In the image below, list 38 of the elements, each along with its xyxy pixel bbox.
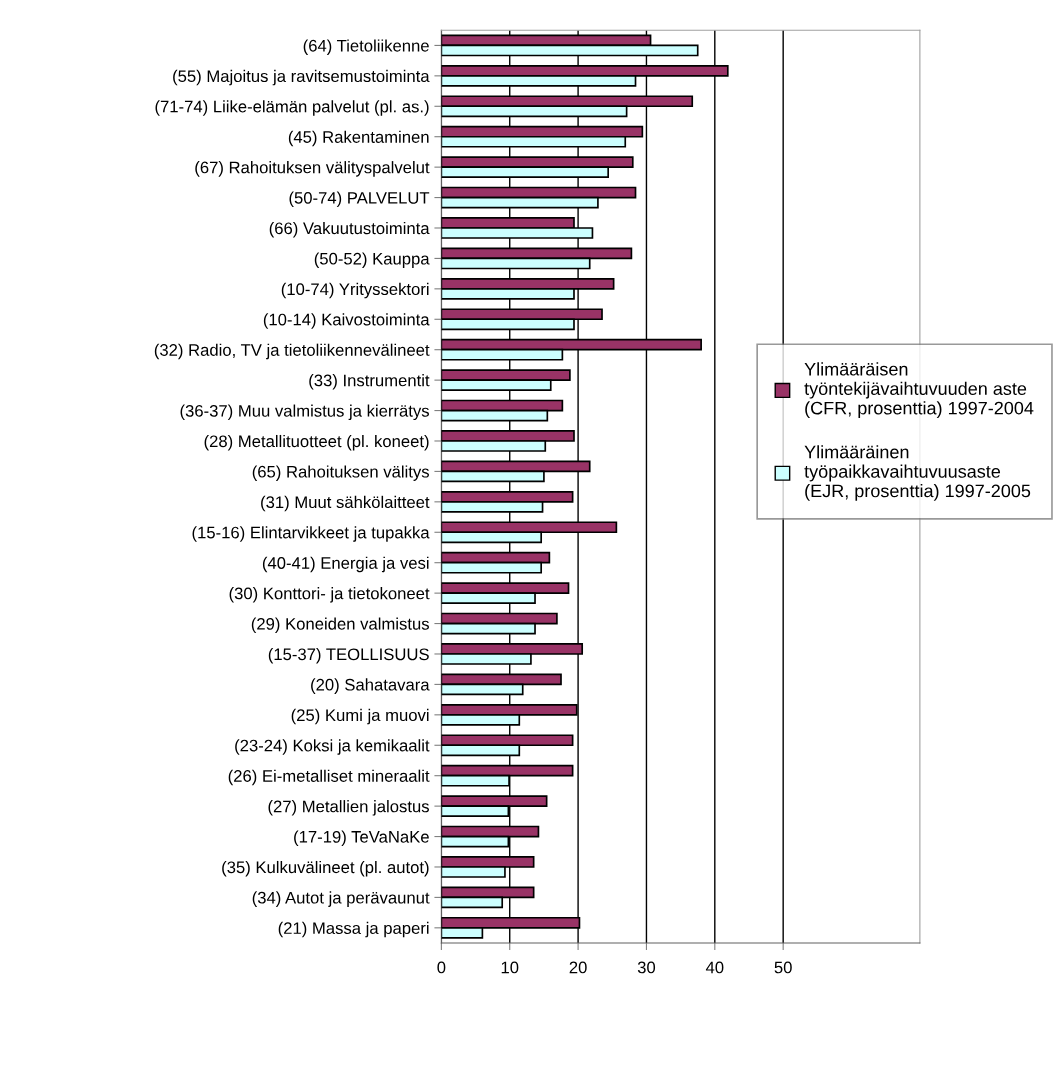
y-tick-label: (30) Konttori- ja tietokoneet: [229, 587, 430, 603]
x-tick-label: 20: [569, 961, 587, 974]
y-tick-label: (10-14) Kaivostoiminta: [263, 313, 430, 329]
legend-label: Ylimääräisen työntekijävaihtuvuuden aste (CFR, prosenttia) 1997-2004: [804, 362, 1034, 419]
y-tick-label: (21) Massa ja paperi: [278, 921, 429, 938]
y-tick-label: (45) Rakentaminen: [288, 130, 429, 147]
y-tick-label: (25) Kumi ja muovi: [291, 708, 429, 725]
x-tick-label: 0: [437, 961, 446, 974]
y-tick-label: (20) Sahatavara: [311, 678, 430, 694]
x-tick-label: 50: [774, 961, 792, 974]
y-tick-label: (31) Muut sähkölaitteet: [261, 495, 430, 512]
x-tick-label: 30: [637, 961, 656, 974]
y-tick-label: (55) Majoitus ja ravitsemustoiminta: [173, 69, 430, 86]
y-tick-label: (40-41) Energia ja vesi: [262, 556, 429, 573]
y-tick-label: (15-37) TEOLLISUUS: [268, 647, 429, 664]
y-tick-label: (27) Metallien jalostus: [268, 800, 429, 816]
y-tick-label: (29) Koneiden valmistus: [251, 617, 429, 634]
y-tick-label: (17-19) TeVaNaKe: [294, 830, 429, 847]
y-tick-label: (50-52) Kauppa: [314, 252, 430, 268]
y-tick-label: (34) Autot ja perävaunut: [252, 891, 430, 907]
x-tick-label: 40: [705, 961, 724, 974]
y-tick-label: (35) Kulkuvälineet (pl. autot): [222, 860, 429, 877]
y-tick-label: (71-74) Liike-elämän palvelut (pl. as.): [155, 100, 429, 116]
y-tick-label: (65) Rahoituksen välitys: [252, 465, 429, 481]
y-tick-label: (64) Tietoliikenne: [303, 39, 429, 55]
y-tick-label: (15-16) Elintarvikkeet ja tupakka: [192, 526, 430, 542]
y-tick-label: (33) Instrumentit: [309, 374, 430, 390]
y-tick-label: (28) Metallituotteet (pl. koneet): [204, 434, 429, 451]
y-tick-label: (50-74) PALVELUT: [289, 191, 430, 208]
y-tick-label: (10-74) Yrityssektori: [281, 282, 429, 299]
legend-label: Ylimääräinen työpaikkavaihtuvuusaste (EJR, prosenttia) 1997-2005: [804, 445, 1031, 501]
y-tick-label: (32) Radio, TV ja tietoliikennevälineet: [154, 343, 430, 360]
x-tick-label: 10: [501, 961, 519, 974]
y-tick-label: (36-37) Muu valmistus ja kierrätys: [180, 404, 429, 421]
y-tick-label: (67) Rahoituksen välityspalvelut: [195, 161, 430, 177]
y-tick-label: (66) Vakuutustoiminta: [269, 221, 430, 238]
y-tick-label: (26) Ei-metalliset mineraalit: [228, 769, 430, 786]
y-tick-label: (23-24) Koksi ja kemikaalit: [235, 739, 430, 755]
